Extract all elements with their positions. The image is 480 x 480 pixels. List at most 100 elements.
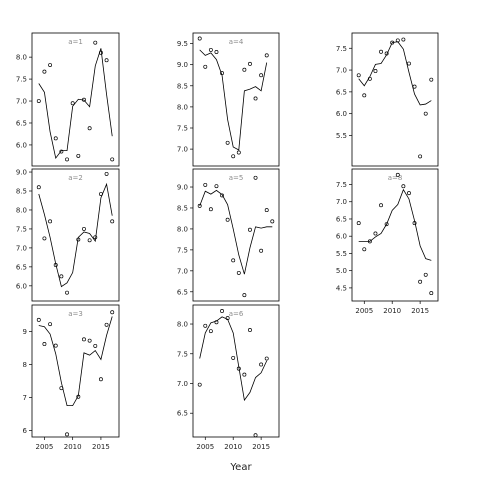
y-tick-label: 6.5 — [16, 119, 27, 127]
y-tick-label: 9.0 — [177, 61, 188, 69]
x-tick-label: 2005 — [196, 443, 214, 451]
data-point — [93, 235, 98, 240]
panel-frame — [192, 304, 280, 438]
y-tick-label: 5.5 — [336, 132, 347, 140]
data-point — [242, 293, 247, 298]
data-point — [225, 140, 230, 145]
y-tick-label: 7.5 — [177, 350, 188, 358]
y-tick-label: 7.0 — [16, 98, 27, 106]
data-point — [36, 317, 41, 322]
y-tick-label: 6.0 — [16, 282, 27, 290]
data-point — [395, 38, 400, 43]
panel: 6 7 8 9 2005 2010 2015 a=3 — [23, 304, 120, 451]
data-point — [82, 226, 86, 231]
fit-line — [199, 316, 268, 402]
fit-line — [199, 189, 273, 275]
panel-label: a=3 — [68, 310, 83, 318]
data-point — [59, 386, 64, 391]
data-point — [98, 192, 103, 196]
data-point — [98, 377, 103, 382]
panel-label: a=8 — [388, 174, 403, 182]
data-point — [384, 51, 389, 56]
y-tick-label: 4.5 — [336, 284, 347, 292]
y-tick-label: 7.0 — [177, 267, 188, 275]
data-point — [104, 322, 109, 327]
y-tick-label: 6.5 — [336, 215, 347, 223]
data-point — [42, 69, 47, 74]
data-point — [65, 157, 69, 162]
y-tick-label: 8.0 — [177, 103, 188, 111]
data-point — [253, 96, 258, 101]
data-point — [76, 394, 81, 399]
data-point — [53, 263, 58, 267]
data-point — [395, 172, 400, 177]
data-point — [401, 184, 406, 189]
y-tick-label: 7.5 — [177, 125, 188, 133]
y-tick-label: 7.5 — [177, 246, 188, 254]
panel-frame — [351, 168, 439, 302]
data-point — [220, 193, 224, 198]
panels-layer: 6.0 6.5 7.0 7.5 8.0 a=1 7.0 7.5 8.0 8.5 9.0 9.5 a=4 5… — [16, 32, 439, 451]
data-point — [208, 47, 213, 52]
data-point — [248, 227, 252, 232]
data-point — [110, 310, 115, 315]
data-point — [36, 185, 41, 190]
data-point — [93, 343, 98, 348]
x-tick-label: 2010 — [64, 443, 82, 451]
data-point — [70, 101, 75, 106]
data-point — [42, 236, 47, 241]
data-point — [390, 40, 395, 45]
data-point — [379, 49, 383, 54]
y-tick-label: 7 — [23, 394, 27, 402]
y-tick-label: 5.5 — [336, 250, 347, 258]
y-tick-label: 6.5 — [177, 410, 188, 418]
data-point — [82, 97, 86, 102]
y-tick-label: 8.5 — [177, 204, 188, 212]
data-point — [367, 239, 372, 244]
panel-frame — [351, 32, 439, 167]
data-point — [412, 221, 417, 226]
data-point — [197, 382, 202, 387]
data-point — [208, 329, 213, 334]
data-point — [59, 149, 64, 154]
data-point — [248, 328, 252, 332]
panel-label: a=4 — [229, 38, 244, 46]
data-point — [231, 154, 236, 159]
data-point — [401, 37, 406, 42]
y-tick-label: 7.5 — [336, 45, 347, 53]
y-tick-label: 6.5 — [16, 263, 27, 271]
x-tick-label: 2010 — [383, 307, 401, 315]
data-point — [264, 53, 269, 58]
panel-frame — [192, 168, 280, 302]
data-point — [110, 157, 115, 162]
y-tick-label: 7.0 — [177, 380, 188, 388]
data-point — [373, 68, 378, 73]
x-tick-label: 2005 — [36, 443, 54, 451]
y-tick-label: 6.0 — [16, 141, 27, 149]
data-point — [429, 291, 434, 296]
data-point — [423, 111, 428, 116]
y-tick-label: 6.0 — [336, 233, 347, 241]
data-point — [236, 366, 241, 371]
data-point — [356, 221, 361, 226]
data-point — [220, 308, 224, 313]
data-point — [214, 184, 219, 189]
data-point — [231, 355, 236, 360]
panel: 6.0 6.5 7.0 7.5 8.0 8.5 9.0 a=2 — [16, 169, 120, 302]
y-tick-label: 8.5 — [16, 188, 27, 196]
panel: 6.5 7.0 7.5 8.0 8.5 9.0 a=5 — [177, 168, 280, 302]
data-point — [231, 258, 236, 263]
data-point — [203, 64, 208, 69]
data-point — [48, 219, 53, 224]
data-point — [362, 93, 367, 98]
fit-line — [358, 41, 432, 106]
y-tick-label: 7.5 — [16, 76, 27, 84]
data-point — [362, 247, 367, 252]
data-point — [259, 73, 264, 78]
data-point — [248, 61, 252, 66]
data-point — [379, 203, 383, 208]
fit-line — [199, 49, 268, 151]
data-point — [225, 217, 230, 222]
fit-line — [38, 316, 113, 407]
data-point — [412, 84, 417, 89]
